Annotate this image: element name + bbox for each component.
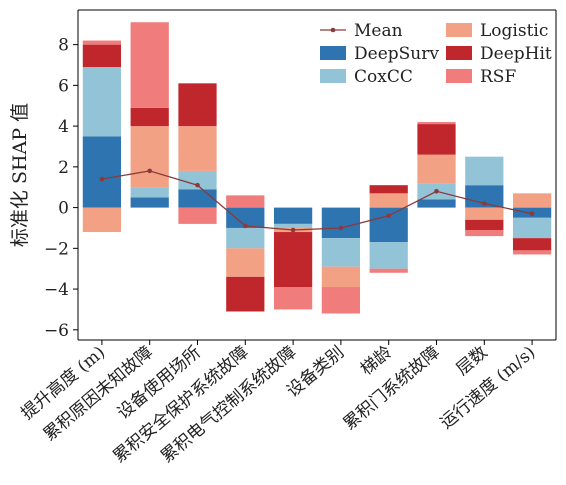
bar-deepsurv-7 [417, 199, 456, 208]
bar-coxcc-5 [321, 238, 361, 267]
mean-point-4 [290, 227, 296, 233]
mean-point-2 [195, 182, 200, 188]
bar-logistic-1 [130, 126, 169, 188]
bar-coxcc-1 [130, 187, 169, 198]
legend-swatch-deepsurv [320, 46, 346, 60]
legend-swatch-coxcc [320, 69, 346, 83]
mean-point-9 [529, 211, 535, 217]
y-tick-label: −6 [44, 321, 69, 341]
x-tick-label: 梯龄 [357, 343, 396, 380]
bar-deephit-6 [369, 185, 408, 194]
bar-rsf-9 [512, 250, 552, 255]
mean-point-3 [243, 223, 248, 229]
bar-coxcc-9 [512, 217, 552, 239]
bar-deephit-3 [226, 276, 265, 312]
bar-logistic-8 [465, 207, 504, 220]
bar-rsf-4 [273, 287, 313, 310]
bar-rsf-2 [178, 207, 217, 224]
legend-mean-marker [330, 27, 336, 33]
legend-label-logistic: Logistic [480, 21, 548, 41]
bar-rsf-8 [465, 230, 504, 237]
y-tick-label: 6 [58, 76, 69, 96]
y-tick-label: 2 [58, 158, 69, 178]
bar-deephit-9 [512, 238, 552, 251]
legend-swatch-logistic [446, 23, 472, 37]
legend-label-mean: Mean [354, 21, 403, 41]
bar-logistic-7 [417, 154, 456, 184]
bar-deephit-0 [82, 44, 122, 68]
bar-deepsurv-8 [465, 185, 504, 208]
bar-logistic-5 [321, 266, 361, 288]
bar-logistic-0 [82, 207, 122, 233]
legend-label-deephit: DeepHit [480, 44, 552, 64]
bar-coxcc-3 [226, 227, 265, 249]
y-tick-label: 8 [58, 36, 69, 56]
bar-deepsurv-4 [273, 207, 313, 224]
legend-label-rsf: RSF [480, 67, 516, 87]
bar-deepsurv-2 [178, 189, 217, 208]
bar-rsf-3 [226, 195, 265, 208]
bar-rsf-7 [417, 122, 456, 125]
bar-logistic-9 [512, 193, 552, 208]
bar-coxcc-2 [178, 170, 217, 190]
bar-rsf-0 [82, 40, 122, 45]
bar-coxcc-8 [465, 156, 504, 186]
mean-point-7 [434, 188, 439, 194]
bar-deephit-2 [178, 83, 217, 127]
bar-rsf-6 [369, 268, 408, 273]
legend-label-coxcc: CoxCC [354, 67, 413, 87]
y-tick-label: 0 [58, 199, 69, 219]
legend-label-deepsurv: DeepSurv [354, 44, 439, 64]
legend-swatch-rsf [446, 69, 472, 83]
mean-point-1 [147, 168, 152, 174]
bar-coxcc-0 [82, 67, 122, 137]
bar-deephit-4 [273, 232, 313, 288]
mean-point-0 [99, 176, 105, 182]
legend-swatch-deephit [446, 46, 472, 60]
bar-deephit-1 [130, 107, 169, 127]
bar-deepsurv-3 [226, 207, 265, 228]
bar-logistic-6 [369, 193, 408, 208]
bar-coxcc-6 [369, 242, 408, 269]
bar-deepsurv-5 [321, 207, 361, 239]
y-tick-label: −2 [44, 239, 69, 259]
y-tick-label: −4 [44, 280, 69, 300]
mean-point-6 [386, 213, 392, 219]
bar-rsf-1 [130, 22, 169, 108]
mean-line [101, 170, 533, 231]
y-axis-label: 标准化 SHAP 值 [9, 103, 31, 247]
bar-deepsurv-1 [130, 197, 169, 208]
x-tick-label: 层数 [453, 343, 492, 380]
y-tick-label: 4 [58, 117, 69, 137]
mean-point-8 [482, 201, 487, 206]
mean-point-5 [338, 225, 344, 231]
bar-deephit-8 [465, 219, 504, 230]
bar-deepsurv-6 [369, 207, 408, 243]
bar-deepsurv-0 [82, 136, 122, 208]
bar-coxcc-4 [273, 223, 313, 228]
bar-rsf-5 [321, 287, 361, 314]
bar-deephit-7 [417, 124, 456, 155]
bar-logistic-3 [226, 248, 265, 277]
bar-logistic-2 [178, 126, 217, 171]
